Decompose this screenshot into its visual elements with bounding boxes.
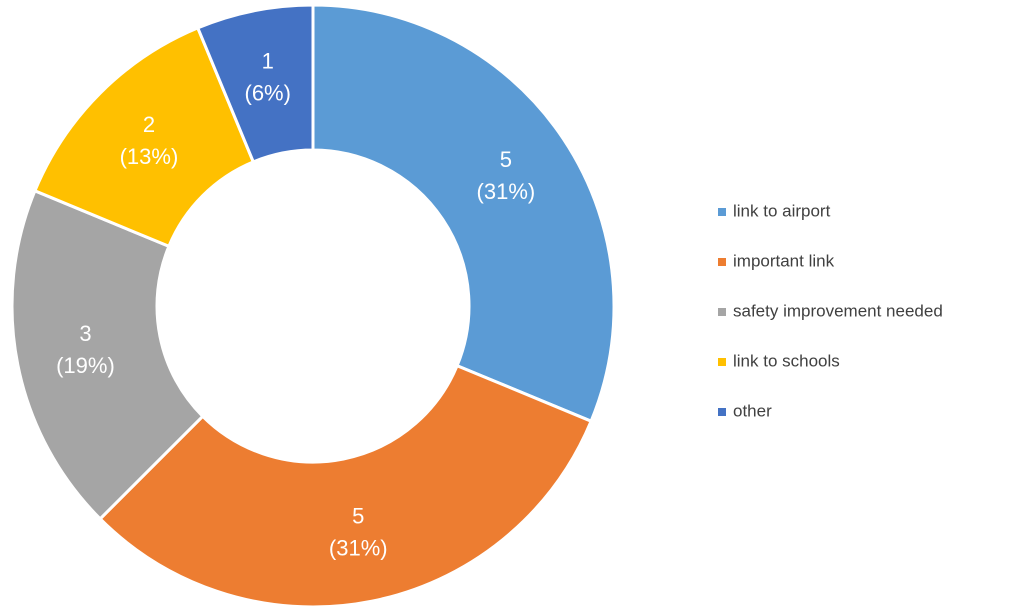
legend-label: link to schools xyxy=(733,351,840,370)
donut-slice xyxy=(311,3,616,424)
legend-swatch xyxy=(718,408,726,416)
value-label: 2 xyxy=(143,112,155,137)
value-label: 5 xyxy=(500,147,512,172)
percent-label: (19%) xyxy=(56,353,115,378)
value-label: 1 xyxy=(262,48,274,73)
legend-label: other xyxy=(733,401,772,420)
legend-swatch xyxy=(718,258,726,266)
legend-swatch xyxy=(718,308,726,316)
donut-slice xyxy=(32,25,256,249)
legend-label: link to airport xyxy=(733,201,831,220)
percent-label: (31%) xyxy=(329,535,388,560)
percent-label: (31%) xyxy=(477,179,536,204)
percent-label: (6%) xyxy=(245,80,291,105)
legend-swatch xyxy=(718,208,726,216)
value-label: 3 xyxy=(79,321,91,346)
percent-label: (13%) xyxy=(120,144,179,169)
legend-label: important link xyxy=(733,251,835,270)
legend-swatch xyxy=(718,358,726,366)
value-label: 5 xyxy=(352,503,364,528)
donut-slice xyxy=(98,363,594,609)
donut-slice xyxy=(10,188,205,521)
legend-label: safety improvement needed xyxy=(733,301,943,320)
donut-slice xyxy=(195,3,315,164)
